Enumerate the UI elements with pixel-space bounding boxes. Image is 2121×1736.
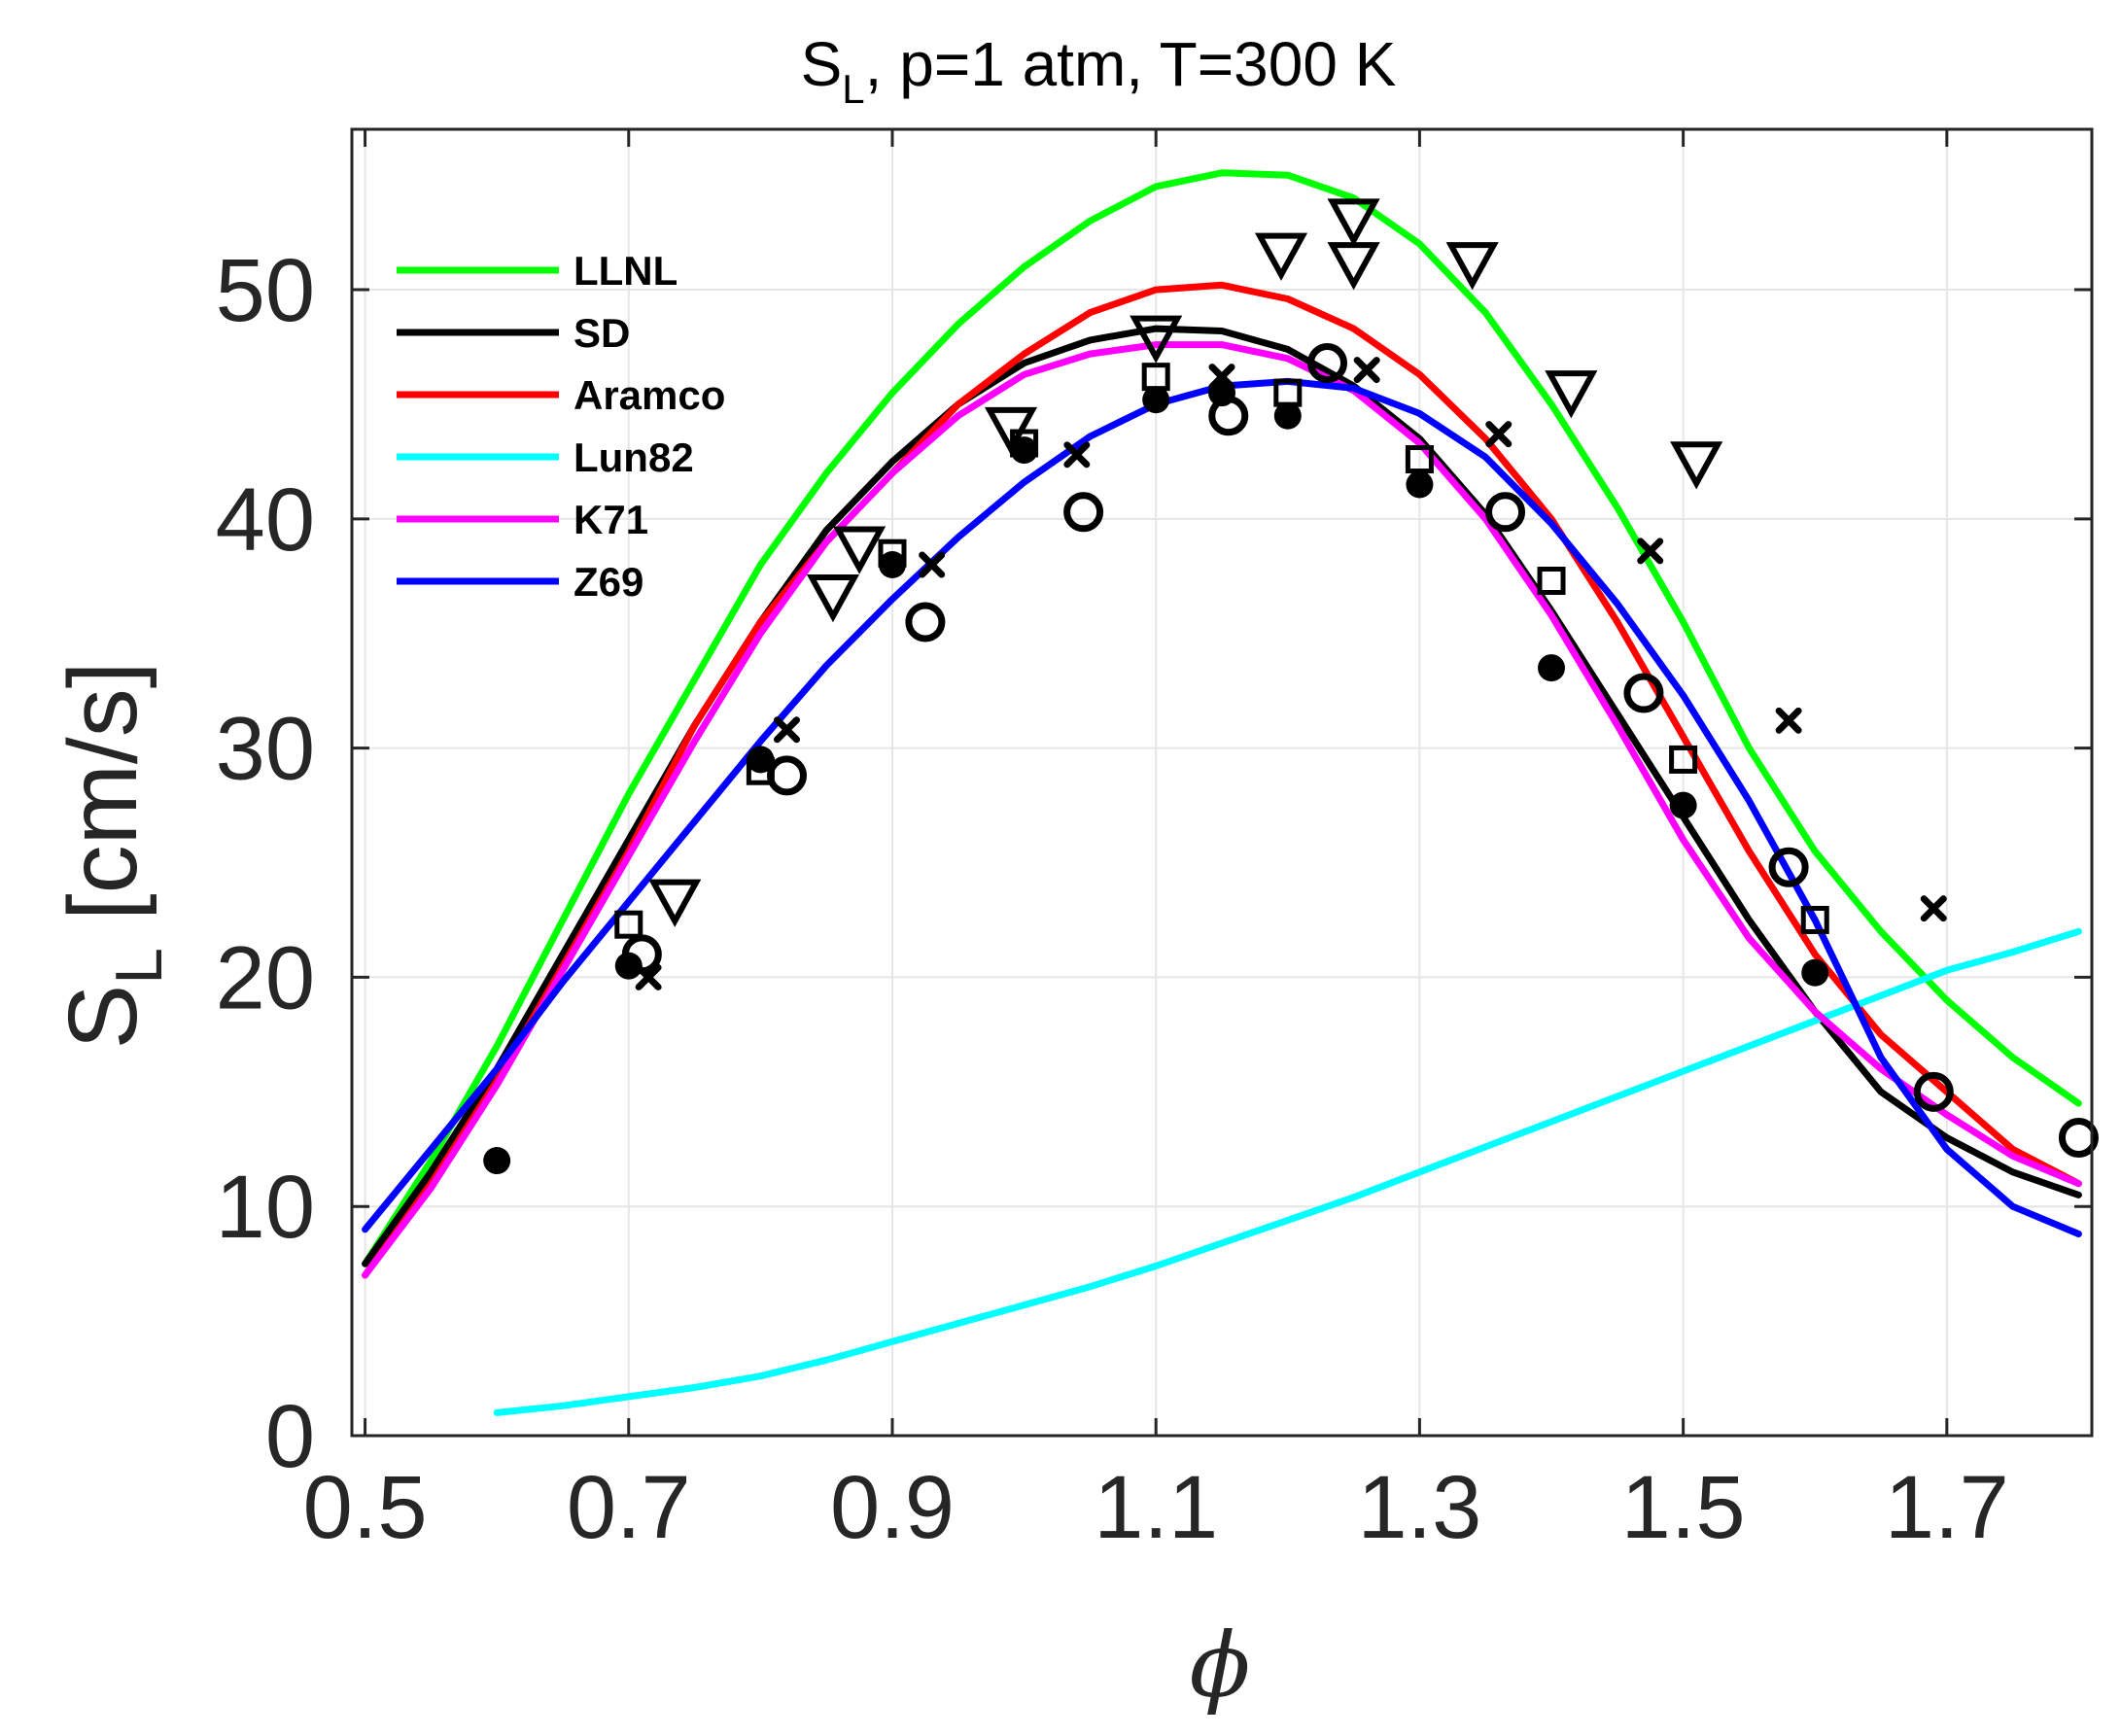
marker-open-square bbox=[1669, 745, 1698, 774]
marker-x bbox=[1775, 707, 1802, 734]
marker-open-square bbox=[1405, 445, 1434, 474]
marker-open-square bbox=[614, 910, 643, 939]
marker-set-open-square bbox=[614, 363, 1829, 939]
marker-x bbox=[1637, 538, 1664, 565]
x-tick-label: 0.7 bbox=[567, 1458, 691, 1557]
series-line-aramco bbox=[362, 281, 2082, 1279]
chart-title: SL, p=1 atm, T=300 K bbox=[801, 29, 1397, 112]
marker-open-square bbox=[1273, 378, 1303, 407]
marker-open-circle bbox=[1485, 492, 1526, 533]
marker-open-circle bbox=[1913, 1071, 1954, 1112]
marker-filled-circle bbox=[1538, 654, 1566, 682]
marker-down-triangle bbox=[806, 574, 860, 623]
x-tick-label: 1.3 bbox=[1357, 1458, 1481, 1557]
y-tick-label: 40 bbox=[216, 470, 315, 570]
y-axis-label-units: [cm/s] bbox=[49, 662, 157, 948]
legend: LLNL SD Aramco Lun82 K71 Z69 bbox=[397, 248, 725, 605]
marker-down-triangle bbox=[648, 879, 702, 927]
marker-x bbox=[1920, 895, 1947, 922]
marker-open-square bbox=[1800, 905, 1829, 934]
marker-filled-circle bbox=[1142, 386, 1170, 414]
legend-label-z69: Z69 bbox=[574, 559, 643, 605]
axes-frame bbox=[350, 127, 2094, 1438]
marker-x bbox=[1063, 441, 1091, 469]
legend-label-lun82: Lun82 bbox=[574, 434, 694, 480]
marker-x bbox=[919, 551, 946, 578]
marker-x bbox=[1353, 357, 1380, 384]
chart-title-rest: , p=1 atm, T=300 K bbox=[865, 29, 1397, 99]
marker-filled-circle bbox=[1406, 470, 1434, 499]
x-tick-label: 1.1 bbox=[1094, 1458, 1218, 1557]
legend-label-k71: K71 bbox=[574, 497, 648, 542]
marker-x bbox=[1208, 364, 1235, 391]
marker-open-square bbox=[746, 756, 775, 785]
marker-down-triangle bbox=[1130, 315, 1183, 364]
marker-filled-circle bbox=[1669, 791, 1697, 819]
legend-label-aramco: Aramco bbox=[574, 372, 725, 418]
marker-open-square bbox=[1537, 567, 1566, 596]
marker-open-square bbox=[1141, 363, 1170, 392]
y-tick-label: 0 bbox=[265, 1387, 315, 1486]
axis-ticks bbox=[352, 129, 2092, 1438]
marker-filled-circle bbox=[1273, 401, 1302, 430]
x-tick-label: 1.5 bbox=[1621, 1458, 1746, 1557]
series-line-sd bbox=[362, 325, 2082, 1267]
y-tick-label: 50 bbox=[216, 241, 315, 340]
marker-open-circle bbox=[905, 602, 946, 642]
y-tick-label: 10 bbox=[216, 1158, 315, 1257]
tick-labels: 0.5 0.7 0.9 1.1 1.3 1.5 1.7 0 10 20 30 40 50 bbox=[216, 241, 2009, 1557]
chart-title-subscript: L bbox=[842, 66, 864, 112]
marker-open-circle bbox=[1063, 492, 1104, 533]
y-tick-label: 20 bbox=[216, 928, 315, 1027]
marker-down-triangle bbox=[1545, 370, 1598, 419]
marker-set-x bbox=[635, 357, 1947, 990]
y-axis-label-main: S bbox=[49, 985, 157, 1050]
series-line-k71 bbox=[362, 341, 2082, 1279]
x-tick-label: 1.7 bbox=[1885, 1458, 2009, 1557]
marker-set-down-triangle bbox=[648, 198, 1723, 927]
marker-open-circle bbox=[1623, 673, 1664, 713]
series-line-llnl bbox=[362, 169, 2082, 1267]
chart-title-main: S bbox=[801, 29, 843, 99]
marker-open-circle bbox=[2058, 1117, 2099, 1158]
marker-x bbox=[635, 963, 662, 990]
marker-down-triangle bbox=[833, 526, 887, 574]
marker-down-triangle bbox=[1327, 198, 1380, 247]
x-tick-label: 0.9 bbox=[830, 1458, 955, 1557]
y-axis-label: SL [cm/s] bbox=[49, 662, 176, 1050]
marker-x bbox=[774, 716, 800, 744]
y-tick-label: 30 bbox=[216, 700, 315, 799]
marker-open-circle bbox=[1208, 396, 1249, 436]
marker-open-square bbox=[878, 538, 907, 568]
marker-down-triangle bbox=[1445, 242, 1499, 291]
marker-down-triangle bbox=[984, 406, 1038, 456]
series-line-lun82 bbox=[493, 927, 2082, 1416]
marker-down-triangle bbox=[1327, 242, 1380, 291]
marker-filled-circle bbox=[483, 1147, 511, 1175]
x-tick-label: 0.5 bbox=[303, 1458, 428, 1557]
marker-down-triangle bbox=[1254, 232, 1308, 281]
marker-filled-circle bbox=[1801, 958, 1829, 987]
legend-label-sd: SD bbox=[574, 310, 630, 356]
y-axis-label-subscript: L bbox=[102, 948, 176, 985]
x-axis-label: ϕ bbox=[1190, 1614, 1251, 1718]
marker-open-circle bbox=[1306, 343, 1347, 384]
legend-label-llnl: LLNL bbox=[574, 248, 678, 294]
marker-open-circle bbox=[1768, 847, 1809, 887]
marker-groups bbox=[483, 198, 2099, 1175]
marker-x bbox=[1485, 421, 1513, 448]
marker-down-triangle bbox=[1670, 441, 1723, 490]
